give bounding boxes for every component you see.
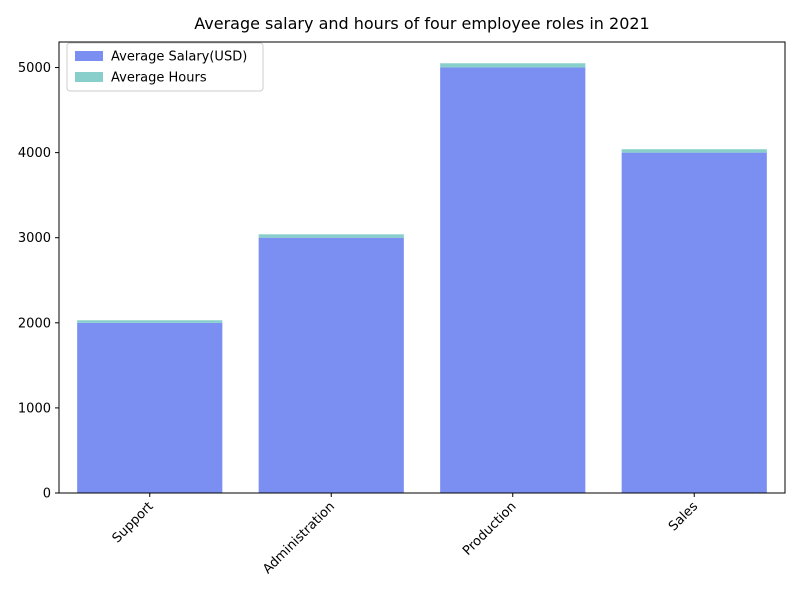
x-tick-label: Production xyxy=(460,499,520,559)
bar-hours-support xyxy=(77,320,223,323)
legend-box xyxy=(66,42,264,92)
legend-label: Average Salary(USD) xyxy=(111,50,247,65)
y-tick-label: 4000 xyxy=(18,146,51,161)
chart-title: Average salary and hours of four employe… xyxy=(194,14,649,33)
legend-label: Average Hours xyxy=(111,71,207,86)
x-tick-label: Support xyxy=(110,499,157,546)
bar-hours-sales xyxy=(621,149,767,153)
bar-hours-administration xyxy=(258,234,404,238)
y-tick-label: 1000 xyxy=(18,401,51,416)
bar-salary-production xyxy=(440,67,586,493)
y-tick-label: 5000 xyxy=(18,61,51,76)
x-tick-label: Administration xyxy=(260,499,338,577)
y-tick-label: 0 xyxy=(43,487,51,502)
plot-frame xyxy=(58,41,786,494)
bar-salary-sales xyxy=(621,152,767,494)
x-tick-label: Sales xyxy=(666,499,701,534)
bar-salary-support xyxy=(77,322,223,493)
y-tick-label: 3000 xyxy=(18,231,51,246)
bar-salary-administration xyxy=(258,237,404,493)
legend-swatch xyxy=(75,72,103,82)
legend-swatch xyxy=(75,51,103,61)
bars-layer xyxy=(77,63,767,494)
bar-hours-production xyxy=(440,63,586,68)
y-tick-label: 2000 xyxy=(18,316,51,331)
legend: Average Salary(USD) Average Hours xyxy=(66,42,264,92)
